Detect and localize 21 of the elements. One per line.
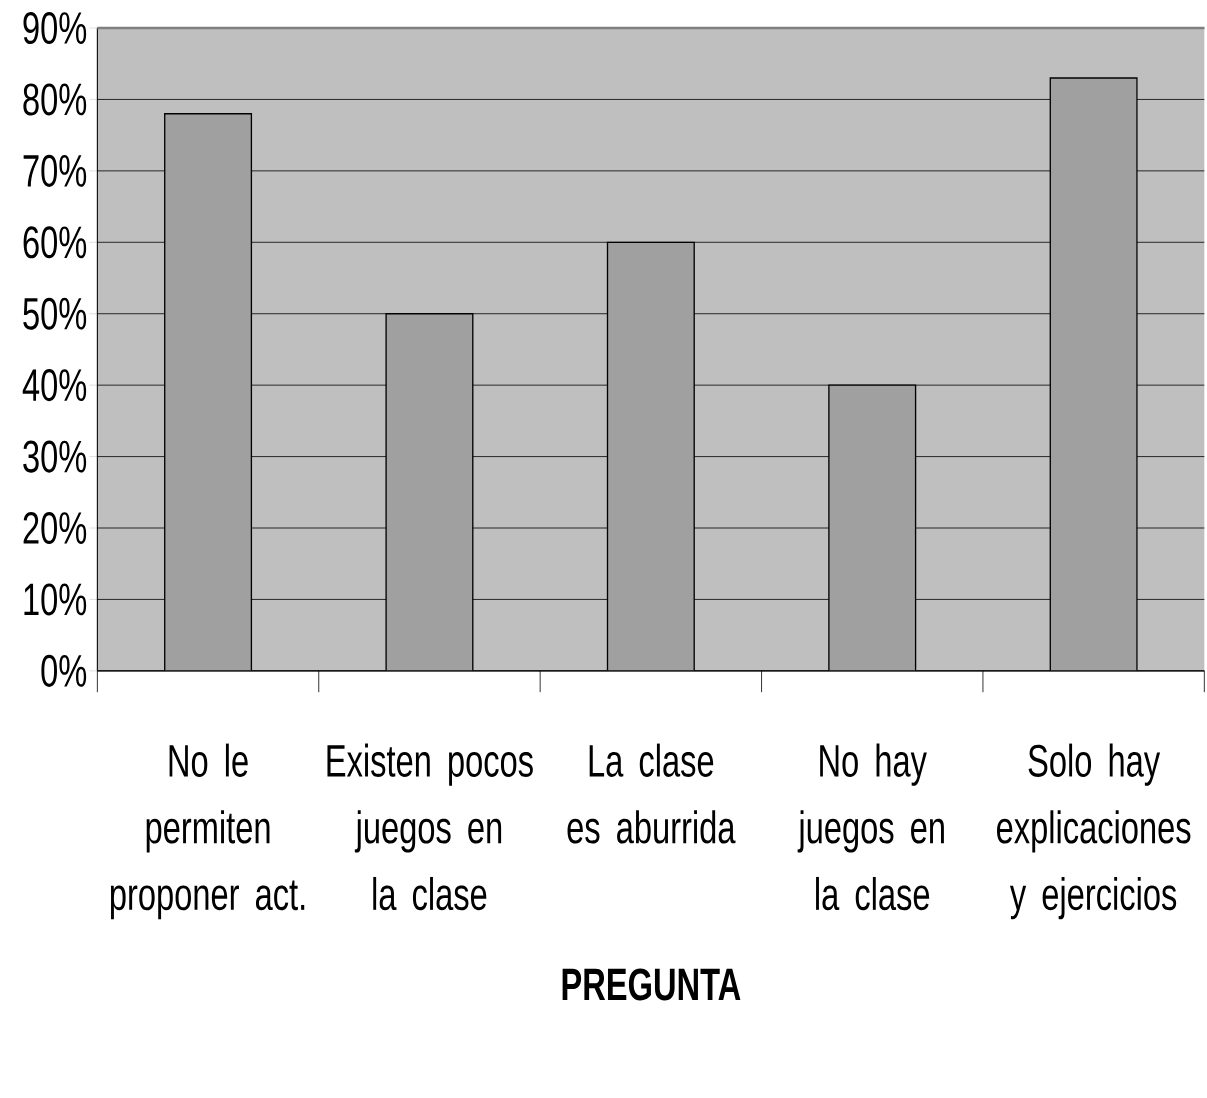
y-tick-label: 70% xyxy=(23,154,87,188)
x-tick-label: Existen pocos juegos en la clase xyxy=(327,743,533,911)
bar xyxy=(385,313,474,672)
y-tick-label: 90% xyxy=(23,12,87,45)
y-tick-label: 60% xyxy=(23,226,87,259)
y-tick-label: 0% xyxy=(41,654,87,688)
y-tick-label: 20% xyxy=(23,512,87,545)
bar xyxy=(164,113,253,672)
y-tick-label: 10% xyxy=(24,583,87,616)
bar xyxy=(828,384,917,672)
x-axis-title: PREGUNTA xyxy=(562,968,741,1001)
y-tick-label: 80% xyxy=(23,83,87,116)
y-tick-label: 50% xyxy=(23,297,87,330)
x-tick-label: La clase es aburrida xyxy=(567,743,736,844)
x-tick-label: Solo hay explicaciones y ejercicios xyxy=(997,743,1191,920)
y-tick-label: 30% xyxy=(23,440,87,473)
y-tick-label: 40% xyxy=(22,369,87,402)
bar xyxy=(1049,77,1138,672)
x-tick-label: No le permiten proponer act. xyxy=(110,743,305,920)
bar xyxy=(606,241,695,672)
x-tick-label: No hay juegos en la clase xyxy=(797,743,944,911)
